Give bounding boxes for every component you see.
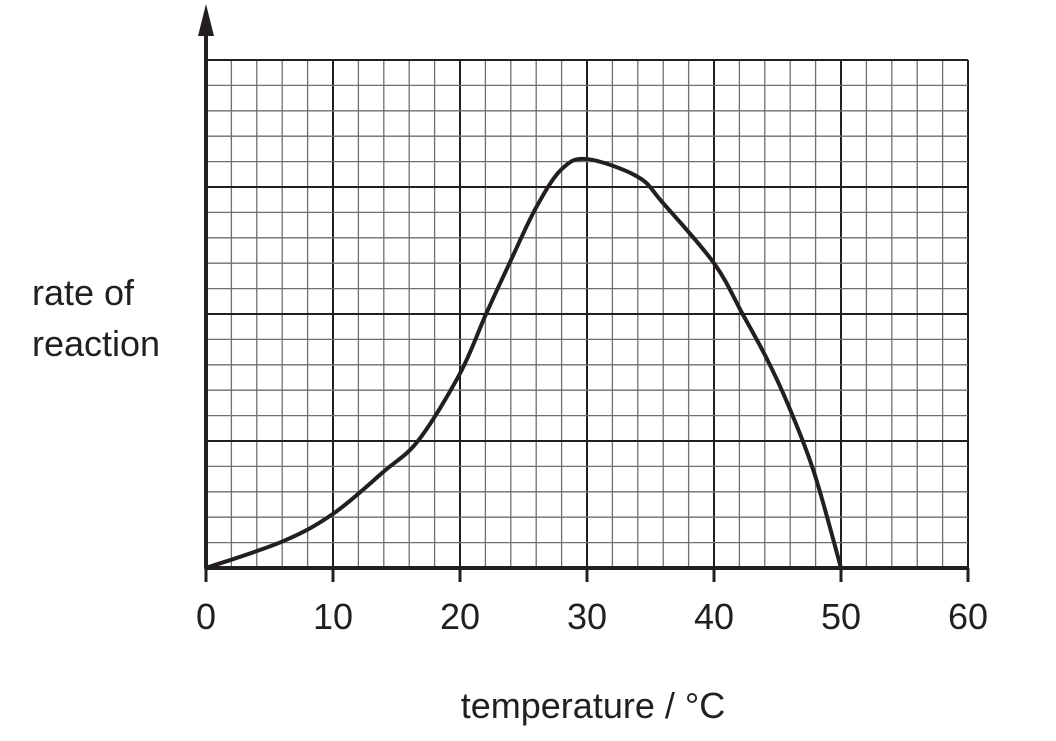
grid <box>205 59 969 569</box>
x-ticks: 0 10 20 30 40 50 60 <box>196 568 988 637</box>
x-tick-label: 40 <box>694 596 734 637</box>
x-tick-label: 20 <box>440 596 480 637</box>
axes <box>198 4 968 570</box>
x-tick-label: 0 <box>196 596 216 637</box>
series-line-rate-of-reaction <box>204 156 843 570</box>
x-axis-label: temperature / °C <box>461 685 726 726</box>
x-tick-label: 50 <box>821 596 861 637</box>
y-axis-label-line-1: rate of <box>32 272 135 313</box>
x-tick-label: 30 <box>567 596 607 637</box>
x-tick-label: 10 <box>313 596 353 637</box>
x-tick-label: 60 <box>948 596 988 637</box>
y-axis-label-line-2: reaction <box>32 323 160 364</box>
y-axis-arrow-icon <box>198 4 214 36</box>
